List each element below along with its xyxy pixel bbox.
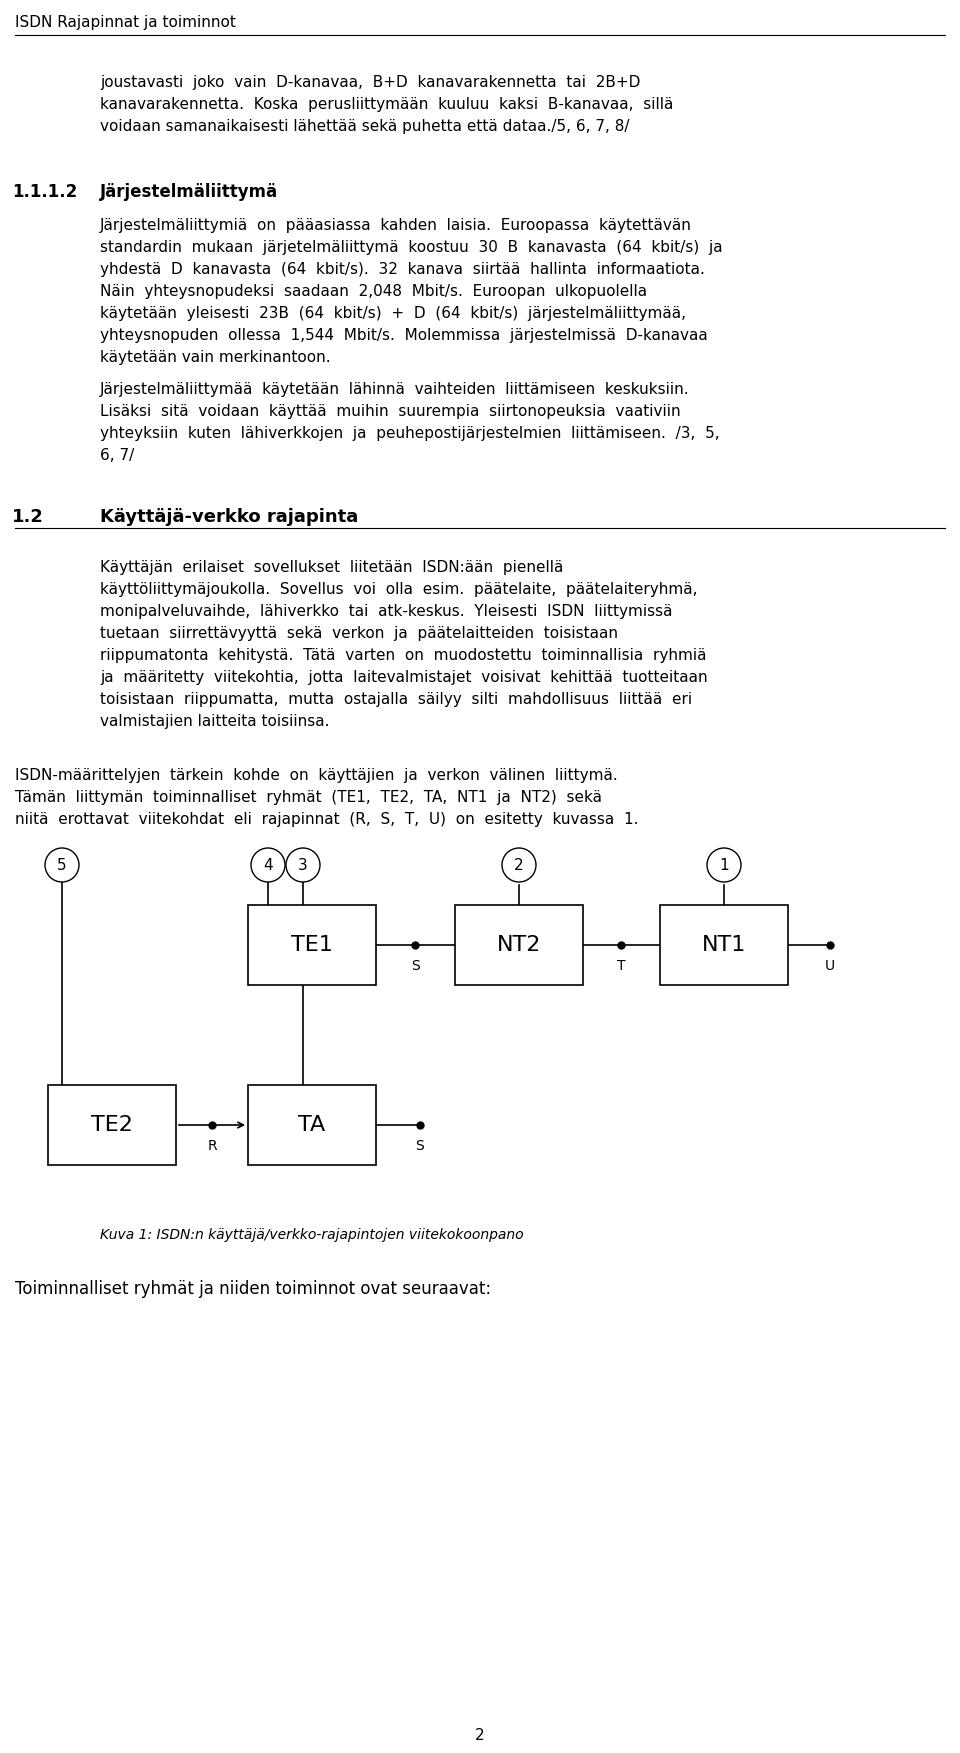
Text: Kuva 1: ISDN:n käyttäjä/verkko-rajapintojen viitekokoonpano: Kuva 1: ISDN:n käyttäjä/verkko-rajapinto… [100, 1229, 523, 1241]
Text: käyttöliittymäjoukolla.  Sovellus  voi  olla  esim.  päätelaite,  päätelaiteryhm: käyttöliittymäjoukolla. Sovellus voi oll… [100, 582, 698, 598]
Bar [48, 1085, 176, 1166]
Text: joustavasti  joko  vain  D-kanavaa,  B+D  kanavarakennetta  tai  2B+D: joustavasti joko vain D-kanavaa, B+D kan… [100, 75, 640, 89]
Text: Tämän  liittymän  toiminnalliset  ryhmät  (TE1,  TE2,  TA,  NT1  ja  NT2)  sekä: Tämän liittymän toiminnalliset ryhmät (T… [15, 791, 602, 805]
Bar [660, 905, 788, 985]
Text: standardin  mukaan  järjetelmäliittymä  koostuu  30  B  kanavasta  (64  kbit/s) : standardin mukaan järjetelmäliittymä koo… [100, 240, 723, 254]
Text: TE2: TE2 [91, 1115, 132, 1134]
Text: 3: 3 [299, 857, 308, 873]
Text: R: R [207, 1139, 217, 1153]
Bar [248, 1085, 376, 1166]
Text: TA: TA [299, 1115, 325, 1134]
Text: niitä  erottavat  viitekohdat  eli  rajapinnat  (R,  S,  T,  U)  on  esitetty  k: niitä erottavat viitekohdat eli rajapinn… [15, 812, 638, 827]
Text: tuetaan  siirrettävyyttä  sekä  verkon  ja  päätelaitteiden  toisistaan: tuetaan siirrettävyyttä sekä verkon ja p… [100, 626, 618, 642]
Bar [455, 905, 583, 985]
Text: Järjestelmäliittymä: Järjestelmäliittymä [100, 182, 278, 202]
Text: valmistajien laitteita toisiinsa.: valmistajien laitteita toisiinsa. [100, 713, 329, 729]
Text: Järjestelmäliittymiä  on  pääasiassa  kahden  laisia.  Euroopassa  käytettävän: Järjestelmäliittymiä on pääasiassa kahde… [100, 217, 692, 233]
Text: 1.1.1.2: 1.1.1.2 [12, 182, 77, 202]
Text: Käyttäjä-verkko rajapinta: Käyttäjä-verkko rajapinta [100, 508, 358, 526]
Text: T: T [616, 959, 625, 973]
Text: toisistaan  riippumatta,  mutta  ostajalla  säilyy  silti  mahdollisuus  liittää: toisistaan riippumatta, mutta ostajalla … [100, 692, 692, 706]
Circle shape [286, 848, 320, 882]
Text: ja  määritetty  viitekohtia,  jotta  laitevalmistajet  voisivat  kehittää  tuott: ja määritetty viitekohtia, jotta laiteva… [100, 670, 708, 685]
Text: ISDN-määrittelyjen  tärkein  kohde  on  käyttäjien  ja  verkon  välinen  liittym: ISDN-määrittelyjen tärkein kohde on käyt… [15, 768, 617, 784]
Text: NT2: NT2 [497, 934, 541, 955]
Text: 2: 2 [515, 857, 524, 873]
Circle shape [45, 848, 79, 882]
Text: Toiminnalliset ryhmät ja niiden toiminnot ovat seuraavat:: Toiminnalliset ryhmät ja niiden toiminno… [15, 1280, 492, 1297]
Text: riippumatonta  kehitystä.  Tätä  varten  on  muodostettu  toiminnallisia  ryhmiä: riippumatonta kehitystä. Tätä varten on … [100, 649, 707, 663]
Text: käytetään vain merkinantoon.: käytetään vain merkinantoon. [100, 351, 330, 365]
Text: 4: 4 [263, 857, 273, 873]
Text: 2: 2 [475, 1728, 485, 1742]
Text: yhteyksiin  kuten  lähiverkkojen  ja  peuhepostijärjestelmien  liittämiseen.  /3: yhteyksiin kuten lähiverkkojen ja peuhep… [100, 426, 720, 442]
Text: NT1: NT1 [702, 934, 746, 955]
Text: Lisäksi  sitä  voidaan  käyttää  muihin  suurempia  siirtonopeuksia  vaativiin: Lisäksi sitä voidaan käyttää muihin suur… [100, 403, 681, 419]
Text: voidaan samanaikaisesti lähettää sekä puhetta että dataa./5, 6, 7, 8/: voidaan samanaikaisesti lähettää sekä pu… [100, 119, 630, 133]
Text: Käyttäjän  erilaiset  sovellukset  liitetään  ISDN:ään  pienellä: Käyttäjän erilaiset sovellukset liitetää… [100, 559, 564, 575]
Text: yhteysnopuden  ollessa  1,544  Mbit/s.  Molemmissa  järjestelmissä  D-kanavaa: yhteysnopuden ollessa 1,544 Mbit/s. Mole… [100, 328, 708, 344]
Text: 6, 7/: 6, 7/ [100, 449, 134, 463]
Text: monipalveluvaihde,  lähiverkko  tai  atk-keskus.  Yleisesti  ISDN  liittymissä: monipalveluvaihde, lähiverkko tai atk-ke… [100, 605, 673, 619]
Circle shape [251, 848, 285, 882]
Circle shape [707, 848, 741, 882]
Text: S: S [416, 1139, 424, 1153]
Text: 1: 1 [719, 857, 729, 873]
Text: käytetään  yleisesti  23B  (64  kbit/s)  +  D  (64  kbit/s)  järjestelmäliittymä: käytetään yleisesti 23B (64 kbit/s) + D … [100, 307, 686, 321]
Text: ISDN Rajapinnat ja toiminnot: ISDN Rajapinnat ja toiminnot [15, 16, 236, 30]
Text: Järjestelmäliittymää  käytetään  lähinnä  vaihteiden  liittämiseen  keskuksiin.: Järjestelmäliittymää käytetään lähinnä v… [100, 382, 689, 396]
Text: S: S [411, 959, 420, 973]
Bar [248, 905, 376, 985]
Circle shape [502, 848, 536, 882]
Text: kanavarakennetta.  Koska  perusliittymään  kuuluu  kaksi  B-kanavaa,  sillä: kanavarakennetta. Koska perusliittymään … [100, 96, 673, 112]
Text: TE1: TE1 [291, 934, 333, 955]
Text: U: U [825, 959, 835, 973]
Text: 1.2: 1.2 [12, 508, 44, 526]
Text: 5: 5 [58, 857, 67, 873]
Text: yhdestä  D  kanavasta  (64  kbit/s).  32  kanava  siirtää  hallinta  informaatio: yhdestä D kanavasta (64 kbit/s). 32 kana… [100, 261, 705, 277]
Text: Näin  yhteysnopudeksi  saadaan  2,048  Mbit/s.  Euroopan  ulkopuolella: Näin yhteysnopudeksi saadaan 2,048 Mbit/… [100, 284, 647, 300]
